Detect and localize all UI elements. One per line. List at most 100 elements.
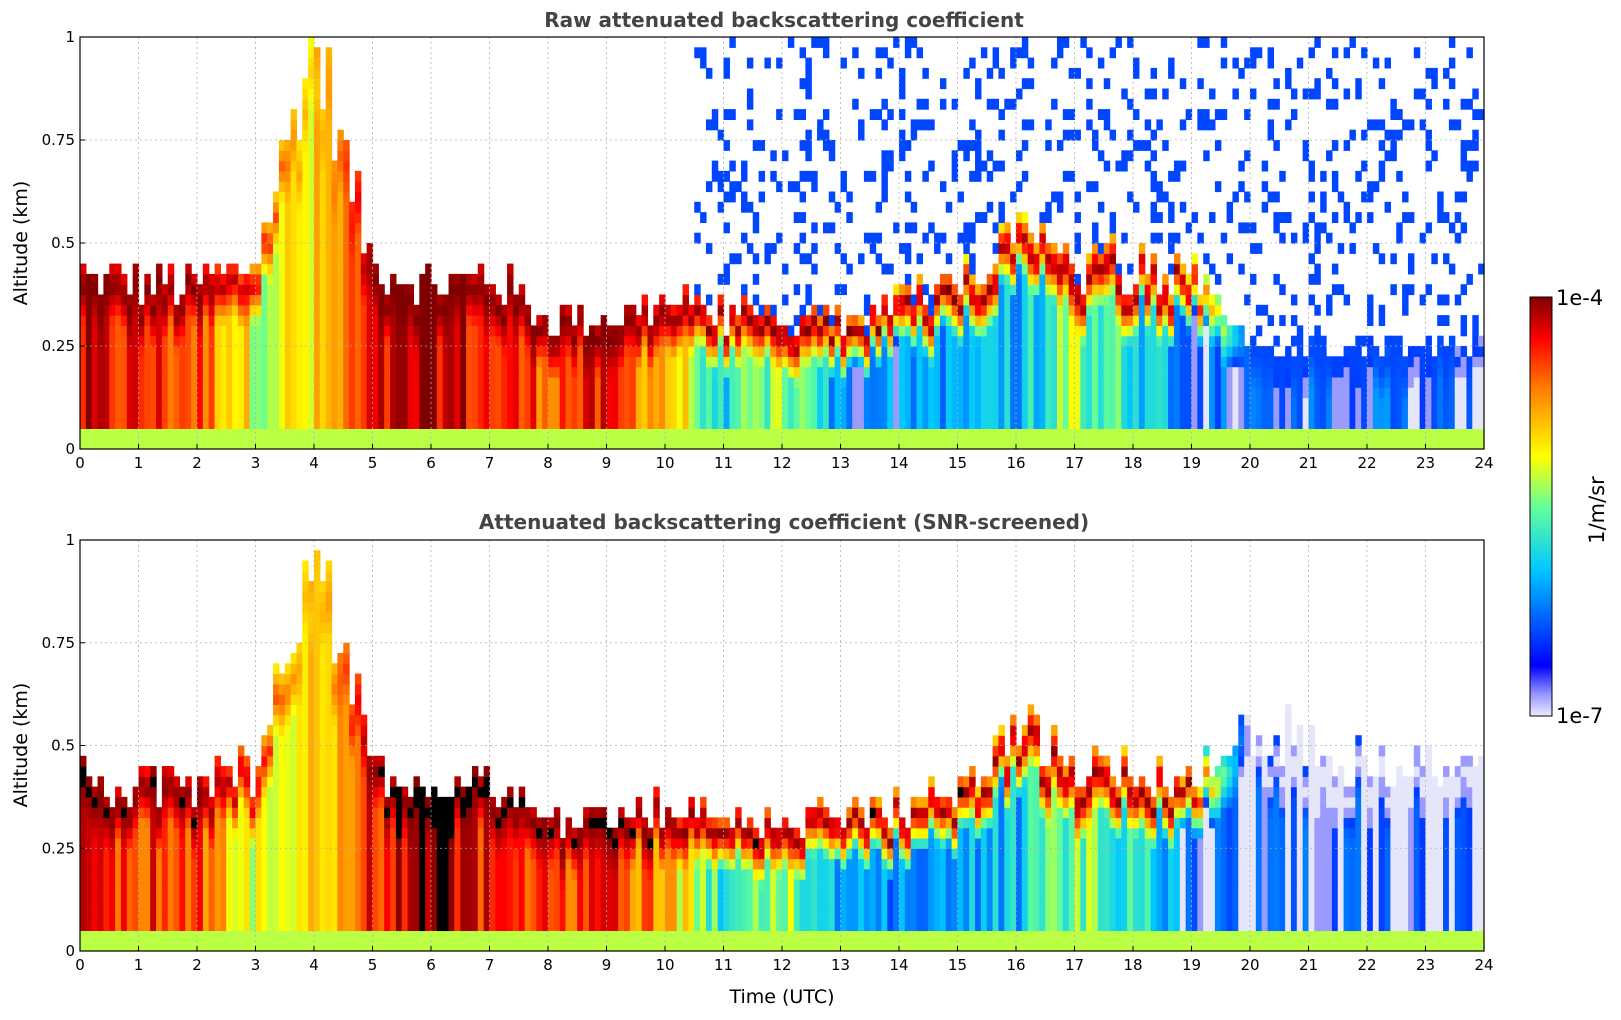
heatmap-cell xyxy=(1068,418,1076,429)
heatmap-cell xyxy=(799,325,806,337)
heatmap-cell xyxy=(185,407,192,419)
heatmap-cell xyxy=(1214,356,1222,368)
heatmap-cell xyxy=(372,418,379,429)
heatmap-cell xyxy=(325,150,333,162)
heatmap-cell xyxy=(501,387,508,399)
heatmap-cell xyxy=(741,170,748,182)
heatmap-cell xyxy=(1472,407,1479,419)
heatmap-cell xyxy=(343,170,350,182)
heatmap-cell xyxy=(963,428,970,440)
heatmap-cell xyxy=(524,376,532,388)
heatmap-cell xyxy=(1027,325,1035,337)
heatmap-cell xyxy=(407,418,415,429)
heatmap-cell xyxy=(97,418,104,429)
heatmap-cell xyxy=(1156,119,1163,131)
heatmap-cell xyxy=(1384,129,1391,141)
heatmap-cell xyxy=(401,407,409,419)
heatmap-cell xyxy=(1086,273,1093,285)
heatmap-cell xyxy=(957,376,964,388)
heatmap-cell xyxy=(969,119,976,131)
heatmap-cell xyxy=(1425,438,1432,450)
heatmap-cell xyxy=(103,940,110,952)
heatmap-cell xyxy=(331,325,338,337)
heatmap-cell xyxy=(466,397,473,409)
heatmap-cell xyxy=(1402,407,1409,419)
heatmap-cell xyxy=(1261,438,1269,450)
heatmap-cell xyxy=(267,335,274,347)
heatmap-cell xyxy=(1367,119,1374,131)
heatmap-cell xyxy=(284,304,292,316)
heatmap-cell xyxy=(1466,438,1473,450)
heatmap-cell xyxy=(758,397,766,409)
heatmap-cell xyxy=(945,387,953,399)
heatmap-cell xyxy=(226,346,233,357)
heatmap-cell xyxy=(97,346,104,357)
heatmap-cell xyxy=(489,376,496,388)
heatmap-cell xyxy=(208,407,216,419)
heatmap-cell xyxy=(284,222,292,234)
heatmap-cell xyxy=(1448,57,1456,69)
heatmap-cell xyxy=(641,356,649,368)
heatmap-cell xyxy=(1402,387,1409,399)
heatmap-cell xyxy=(1168,170,1175,182)
heatmap-cell xyxy=(899,315,906,326)
heatmap-cell xyxy=(624,356,631,368)
heatmap-cell xyxy=(606,356,613,368)
heatmap-cell xyxy=(1308,160,1315,172)
heatmap-cell xyxy=(1355,407,1362,419)
heatmap-cell xyxy=(197,387,204,399)
heatmap-cell xyxy=(1349,346,1356,357)
heatmap-cell xyxy=(881,304,888,316)
heatmap-cell xyxy=(852,346,859,357)
heatmap-cell xyxy=(1337,376,1345,388)
heatmap-cell xyxy=(1027,57,1035,69)
heatmap-cell xyxy=(1097,346,1105,357)
heatmap-cell xyxy=(179,858,186,870)
heatmap-cell xyxy=(928,356,935,368)
heatmap-cell xyxy=(314,356,321,368)
heatmap-cell xyxy=(401,356,409,368)
heatmap-cell xyxy=(606,407,613,419)
heatmap-cell xyxy=(1209,315,1216,326)
heatmap-cell xyxy=(1133,109,1140,120)
heatmap-cell xyxy=(197,899,204,911)
heatmap-cell xyxy=(1021,212,1029,223)
heatmap-cell xyxy=(717,418,725,429)
heatmap-cell xyxy=(1109,243,1117,254)
heatmap-cell xyxy=(822,325,830,337)
heatmap-cell xyxy=(1173,160,1181,172)
heatmap-cell xyxy=(600,335,608,347)
heatmap-cell xyxy=(910,315,918,326)
heatmap-cell xyxy=(85,438,93,450)
heatmap-cell xyxy=(179,325,186,337)
heatmap-cell xyxy=(1343,47,1351,59)
heatmap-cell xyxy=(167,325,175,337)
heatmap-cell xyxy=(822,335,830,347)
heatmap-cell xyxy=(1390,129,1397,141)
heatmap-cell xyxy=(80,304,87,316)
heatmap-cell xyxy=(1448,418,1456,429)
heatmap-cell xyxy=(208,899,216,911)
heatmap-cell xyxy=(746,315,754,326)
heatmap-cell xyxy=(939,273,947,285)
heatmap-cell xyxy=(220,335,227,347)
heatmap-cell xyxy=(992,273,1000,285)
heatmap-cell xyxy=(863,346,871,357)
heatmap-cell xyxy=(384,387,391,399)
heatmap-cell xyxy=(384,418,391,429)
heatmap-cell xyxy=(214,335,221,347)
heatmap-cell xyxy=(220,868,227,880)
heatmap-cell xyxy=(1156,212,1163,223)
heatmap-cell xyxy=(1460,315,1468,326)
heatmap-cell xyxy=(1156,418,1163,429)
heatmap-cell xyxy=(828,438,836,450)
heatmap-cell xyxy=(1273,438,1280,450)
heatmap-cell xyxy=(1068,109,1076,120)
heatmap-cell xyxy=(1103,253,1111,265)
heatmap-cell xyxy=(717,376,725,388)
heatmap-cell xyxy=(869,356,877,368)
heatmap-cell xyxy=(922,67,929,79)
heatmap-cell xyxy=(185,827,192,839)
heatmap-cell xyxy=(1267,428,1274,440)
heatmap-cell xyxy=(1127,129,1134,141)
